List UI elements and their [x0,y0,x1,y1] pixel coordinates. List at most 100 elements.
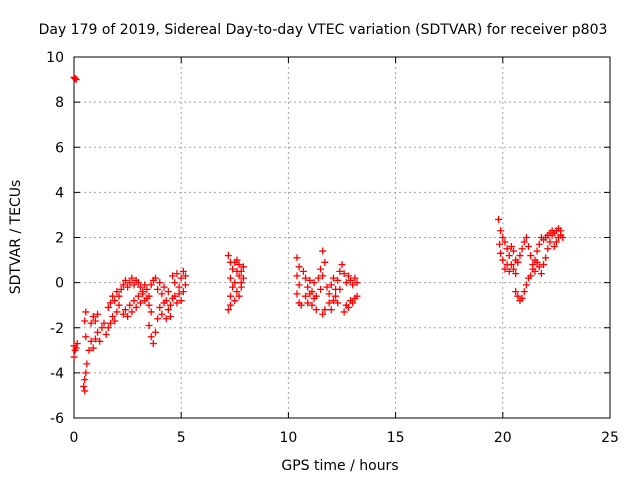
data-point [533,247,541,255]
data-point [160,299,168,307]
data-point [233,288,241,296]
data-point [293,290,301,298]
data-point [83,360,91,368]
data-point [72,76,80,84]
data-point [173,270,181,278]
data-point [164,306,172,314]
data-point [344,303,352,311]
data-point [325,299,333,307]
data-point [317,285,325,293]
data-point [342,279,350,287]
data-point [323,283,331,291]
y-tick-label: 2 [55,231,64,247]
data-point [308,301,316,309]
data-point [81,387,89,395]
data-point [495,215,503,223]
x-axis: 0 5 10 15 20 25 [70,57,619,446]
data-point [518,245,526,253]
data-point [87,319,95,327]
data-point [297,301,305,309]
data-point [136,283,144,291]
data-point [529,265,537,273]
data-point [306,276,314,284]
data-point [143,285,151,293]
x-tick-label: 0 [70,430,79,446]
data-point [224,306,232,314]
data-point [136,299,144,307]
data-point [535,263,543,271]
data-point [349,299,357,307]
data-point [126,279,134,287]
data-point [177,297,185,305]
data-point [497,227,505,235]
data-point [82,333,90,341]
y-tick-label: -2 [50,321,64,337]
data-point [237,279,245,287]
data-point [293,254,301,262]
data-point [117,285,125,293]
data-point [85,346,93,354]
data-point [227,274,235,282]
data-point [72,344,80,352]
data-point [503,245,511,253]
data-point [91,335,99,343]
data-point [520,238,528,246]
data-point [512,288,520,296]
data-point [229,283,237,291]
data-point [349,281,357,289]
data-point [319,272,327,280]
y-tick-label: 6 [55,140,64,156]
data-point [119,281,127,289]
data-point [171,292,179,300]
data-point [501,238,509,246]
y-tick-label: -4 [50,366,64,382]
data-point [139,288,147,296]
data-point [235,272,243,280]
data-point [535,240,543,248]
data-point [162,315,170,323]
data-point [128,274,136,282]
data-point [514,292,522,300]
data-point [143,294,151,302]
data-point [327,306,335,314]
data-point [299,267,307,275]
data-point [329,274,337,282]
data-point [113,288,121,296]
data-point [235,292,243,300]
data-point [353,292,361,300]
data-point [317,265,325,273]
data-point [147,281,155,289]
data-point [166,312,174,320]
data-point [527,252,535,260]
data-point [295,263,303,271]
data-point [239,274,247,282]
data-point [499,234,507,241]
data-point [510,247,518,255]
data-point [319,247,327,255]
data-point [104,303,112,311]
data-point [111,297,119,305]
data-point [527,272,535,280]
data-point [507,243,515,251]
x-tick-label: 25 [601,430,619,446]
data-point [347,276,355,284]
data-point [158,290,166,298]
data-point [332,292,340,300]
data-point [115,301,123,309]
data-point [227,292,235,300]
data-point [82,369,90,377]
data-point [156,303,164,311]
data-point [550,243,558,251]
data-point [552,238,560,246]
data-point [327,281,335,289]
data-point [179,267,187,275]
data-point [124,283,132,291]
data-point [233,256,241,264]
data-point [522,234,530,241]
data-point [175,283,183,291]
data-point [160,283,168,291]
data-point [96,337,104,345]
data-point [321,306,329,314]
data-point [177,274,185,282]
data-point [141,281,149,289]
